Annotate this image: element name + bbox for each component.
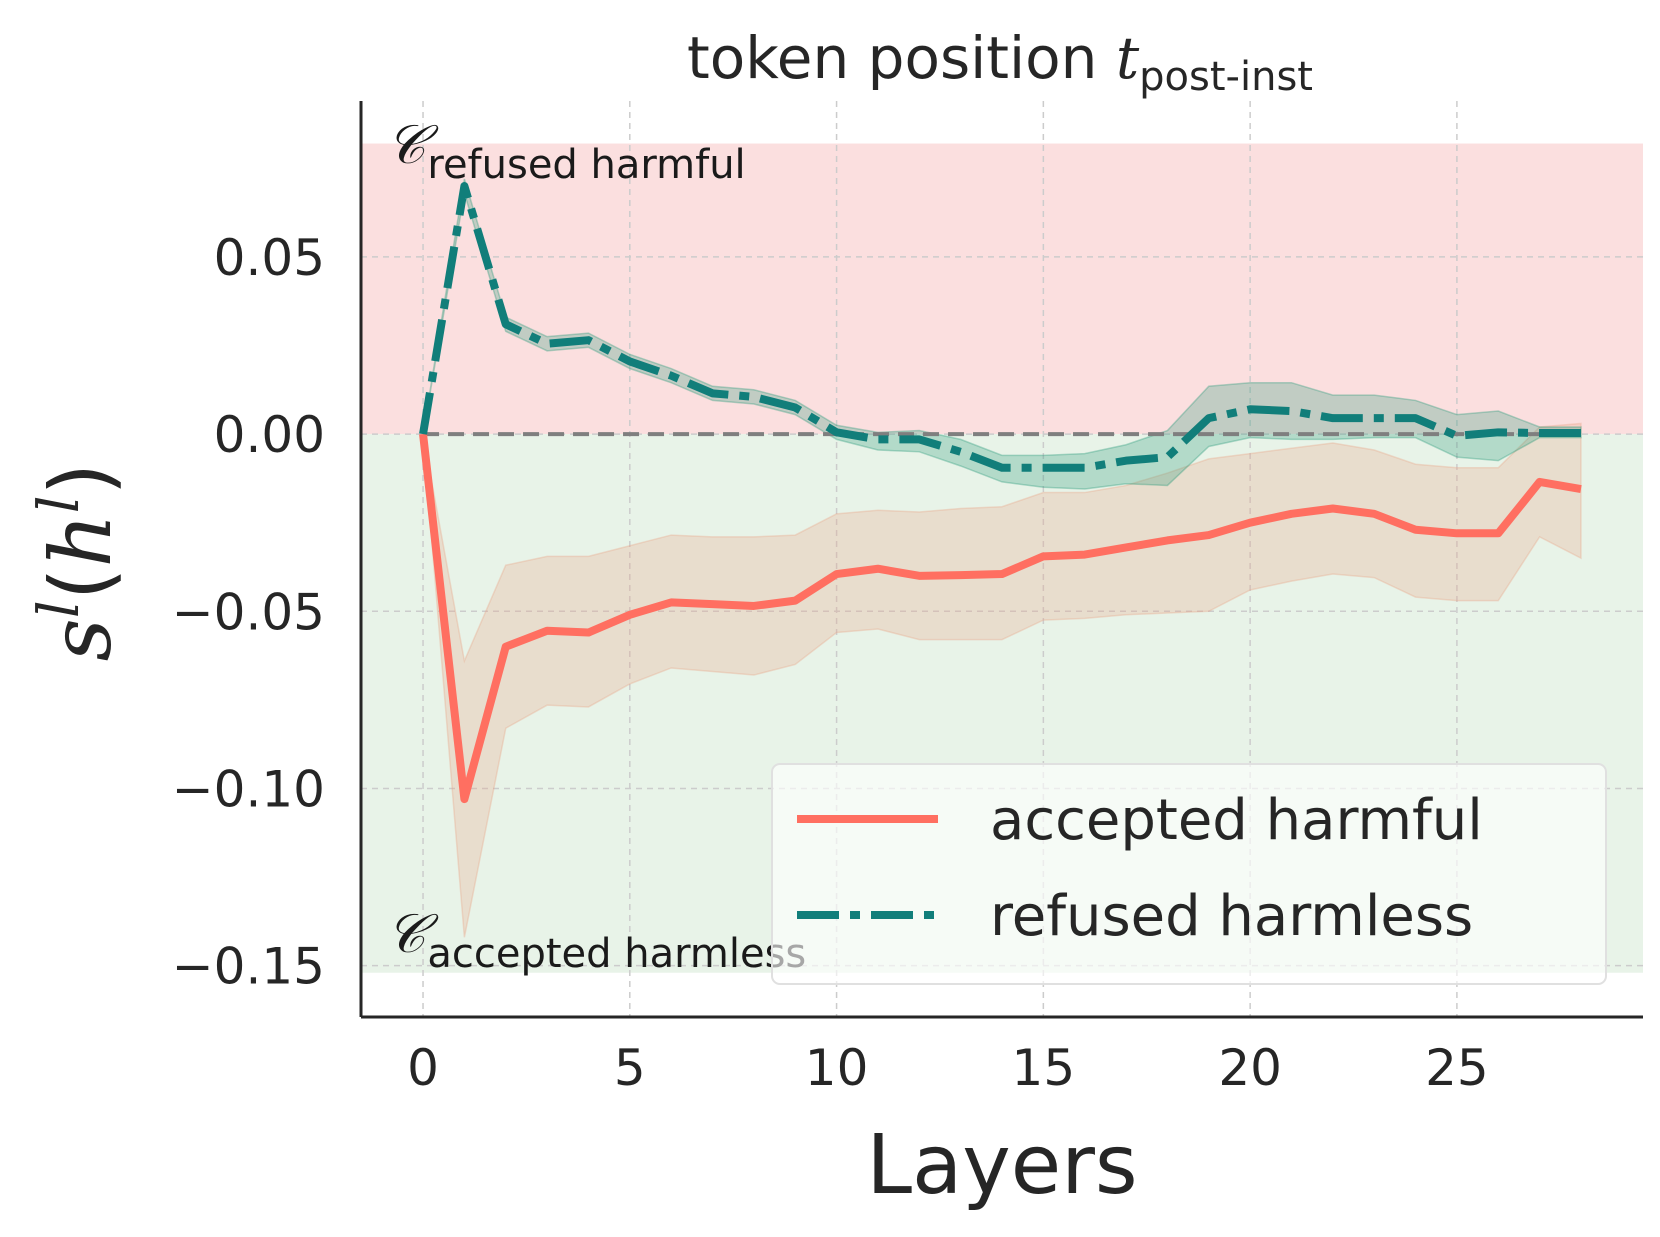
data-point-accepted-harmful xyxy=(915,572,923,580)
data-point-accepted-harmful xyxy=(584,629,592,637)
data-point-refused-harmless xyxy=(626,357,634,365)
data-point-accepted-harmful xyxy=(626,611,634,619)
data-point-refused-harmless xyxy=(1536,429,1544,437)
y-tick-label: −0.15 xyxy=(172,938,325,996)
data-point-accepted-harmful xyxy=(709,600,717,608)
data-point-refused-harmless xyxy=(1370,414,1378,422)
x-axis-label: Layers xyxy=(866,1118,1137,1213)
data-point-refused-harmless xyxy=(750,393,758,401)
data-point-accepted-harmful xyxy=(833,570,841,578)
region-label-refused-harmful: 𝒞refused harmful xyxy=(386,113,746,188)
y-label-sup2: l xyxy=(27,495,92,513)
data-point-refused-harmless xyxy=(998,464,1006,472)
series-lines xyxy=(419,182,1585,804)
region-subscript: refused harmful xyxy=(427,142,745,188)
chart-title: token position tpost-inst xyxy=(687,24,1313,100)
data-point-accepted-harmful xyxy=(1329,505,1337,513)
data-point-accepted-harmful xyxy=(998,570,1006,578)
series-line-accepted-harmful xyxy=(419,433,1582,804)
band-accepted-harmful xyxy=(422,422,1582,938)
data-point-accepted-harmful xyxy=(1205,531,1213,539)
y-label-open-paren: ( xyxy=(32,568,130,601)
legend-box xyxy=(771,763,1607,985)
x-tick-labels: 0 5 10 15 20 25 xyxy=(407,1039,1489,1097)
x-tick-label: 20 xyxy=(1218,1039,1282,1097)
chart-title-text: token position xyxy=(687,24,1116,92)
region-refused-harmful xyxy=(361,143,1643,435)
data-point-refused-harmless xyxy=(957,448,965,456)
y-tick-labels: 0.05 0.00 −0.05 −0.10 −0.15 xyxy=(172,229,325,996)
y-tick-label: −0.05 xyxy=(172,583,325,641)
data-point-accepted-harmful xyxy=(1039,552,1047,560)
data-point-accepted-harmful xyxy=(1494,529,1502,537)
x-tick-label: 15 xyxy=(1012,1039,1076,1097)
data-point-accepted-harmful xyxy=(1122,543,1130,551)
data-point-refused-harmless xyxy=(1039,464,1047,472)
y-tick-label: −0.10 xyxy=(172,760,325,818)
data-point-refused-harmless xyxy=(915,435,923,443)
data-point-accepted-harmful xyxy=(791,597,799,605)
x-tick-label: 25 xyxy=(1425,1039,1489,1097)
region-subscript: accepted harmless xyxy=(427,931,806,977)
data-point-refused-harmless xyxy=(1163,453,1171,461)
data-point-refused-harmless xyxy=(1122,457,1130,465)
data-point-accepted-harmful xyxy=(1370,510,1378,518)
data-point-refused-harmless xyxy=(1081,464,1089,472)
data-point-refused-harmless xyxy=(1246,405,1254,413)
band-refused-harmless xyxy=(422,178,1582,490)
y-tick-label: 0.00 xyxy=(214,406,325,464)
data-point-refused-harmless xyxy=(1329,414,1337,422)
data-point-refused-harmless xyxy=(502,320,510,328)
data-point-accepted-harmful xyxy=(750,602,758,610)
data-point-refused-harmless xyxy=(709,389,717,397)
data-point-refused-harmless xyxy=(1494,428,1502,436)
region-label-accepted-harmless: 𝒞accepted harmless xyxy=(386,902,806,977)
data-point-accepted-harmful xyxy=(1287,510,1295,518)
data-point-refused-harmless xyxy=(584,336,592,344)
data-point-accepted-harmful xyxy=(1081,551,1089,559)
data-point-refused-harmless xyxy=(1205,414,1213,422)
y-label-sup1: l xyxy=(27,600,92,618)
data-point-refused-harmless xyxy=(543,340,551,348)
data-point-refused-harmless xyxy=(1577,429,1585,437)
data-point-accepted-harmful xyxy=(502,643,510,651)
legend-label-accepted-harmful: accepted harmful xyxy=(990,788,1483,853)
data-point-refused-harmless xyxy=(1412,414,1420,422)
data-point-accepted-harmful xyxy=(543,627,551,635)
background-regions xyxy=(361,143,1643,973)
data-point-refused-harmless xyxy=(1453,432,1461,440)
data-point-refused-harmless xyxy=(791,404,799,412)
data-point-accepted-harmful xyxy=(1577,485,1585,493)
data-point-accepted-harmful xyxy=(1163,536,1171,544)
data-point-refused-harmless xyxy=(419,430,427,438)
data-point-accepted-harmful xyxy=(874,565,882,573)
data-point-accepted-harmful xyxy=(1412,526,1420,534)
chart-title-t: t xyxy=(1116,24,1140,92)
data-point-refused-harmless xyxy=(833,428,841,436)
data-point-refused-harmless xyxy=(667,372,675,380)
y-label-s: s xyxy=(32,618,130,661)
data-point-accepted-harmful xyxy=(460,795,468,803)
legend: accepted harmful refused harmless xyxy=(771,763,1607,985)
y-axis-label: sl(hl) xyxy=(27,463,130,662)
x-tick-label: 5 xyxy=(614,1039,646,1097)
y-label-h: h xyxy=(32,513,130,567)
data-point-accepted-harmful xyxy=(1453,529,1461,537)
data-point-accepted-harmful xyxy=(1246,519,1254,527)
data-point-accepted-harmful xyxy=(1536,478,1544,486)
chart-title-subscript: post-inst xyxy=(1139,54,1313,100)
data-point-refused-harmless xyxy=(1287,407,1295,415)
data-point-refused-harmless xyxy=(874,435,882,443)
legend-label-refused-harmless: refused harmless xyxy=(990,884,1473,949)
series-line-refused-harmless xyxy=(419,182,1581,472)
y-tick-label: 0.05 xyxy=(214,229,325,287)
confidence-bands xyxy=(422,178,1582,938)
x-tick-label: 0 xyxy=(407,1039,439,1097)
y-label-close-paren: ) xyxy=(32,463,130,496)
x-tick-label: 10 xyxy=(805,1039,869,1097)
data-point-accepted-harmful xyxy=(667,598,675,606)
data-point-accepted-harmful xyxy=(957,571,965,579)
